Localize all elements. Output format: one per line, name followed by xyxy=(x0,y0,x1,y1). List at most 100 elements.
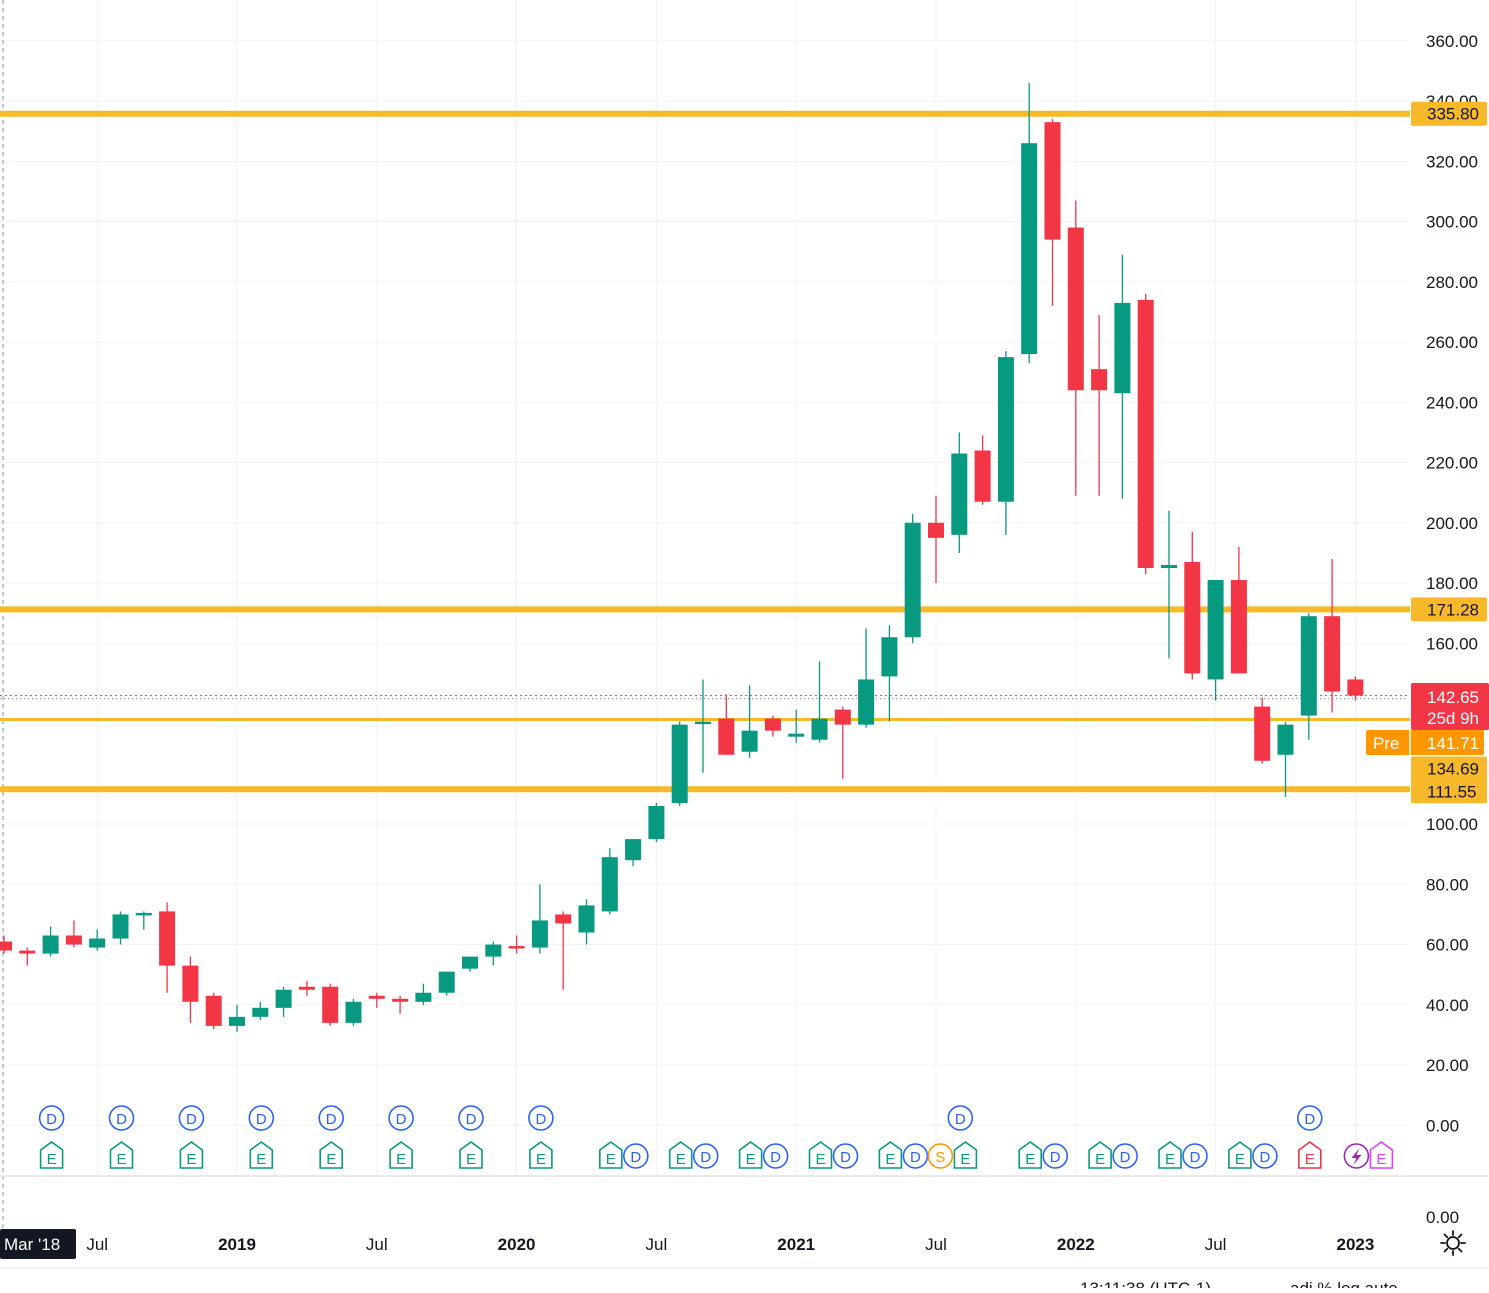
candle-body[interactable] xyxy=(1091,369,1108,391)
candle-body[interactable] xyxy=(764,718,781,731)
candle-body[interactable] xyxy=(858,679,875,725)
candle-body[interactable] xyxy=(1254,706,1271,761)
dividend-marker[interactable] xyxy=(1297,1105,1323,1131)
candle-body[interactable] xyxy=(112,914,129,939)
candle-body[interactable] xyxy=(834,709,851,725)
candle-body[interactable] xyxy=(368,995,385,999)
candle-body[interactable] xyxy=(438,971,455,993)
candle-body[interactable] xyxy=(135,912,152,916)
candle-body[interactable] xyxy=(1184,561,1201,674)
candle-body[interactable] xyxy=(951,453,968,535)
gear-icon[interactable] xyxy=(1438,1228,1468,1258)
candle-body[interactable] xyxy=(89,938,106,948)
dividend-marker[interactable] xyxy=(458,1105,484,1131)
candle-body[interactable] xyxy=(322,986,339,1023)
earnings-marker[interactable] xyxy=(39,1141,64,1169)
dividend-marker[interactable] xyxy=(622,1143,649,1169)
earnings-marker[interactable] xyxy=(1369,1141,1394,1169)
earnings-marker[interactable] xyxy=(179,1141,204,1169)
candle-body[interactable] xyxy=(298,986,315,990)
candle-body[interactable] xyxy=(65,935,82,945)
earnings-marker[interactable] xyxy=(668,1141,693,1169)
dividend-marker[interactable] xyxy=(38,1105,65,1131)
dividend-marker[interactable] xyxy=(1112,1143,1138,1169)
candle-body[interactable] xyxy=(904,522,921,638)
dividend-marker[interactable] xyxy=(528,1105,554,1131)
candle-body[interactable] xyxy=(1021,143,1038,355)
earnings-marker[interactable] xyxy=(1158,1141,1182,1169)
candle-body[interactable] xyxy=(275,989,292,1008)
candle-body[interactable] xyxy=(205,995,222,1026)
dividend-marker[interactable] xyxy=(178,1105,205,1131)
candle-body[interactable] xyxy=(531,920,548,948)
candle-body[interactable] xyxy=(1277,724,1294,755)
dividend-marker[interactable] xyxy=(318,1105,345,1131)
candle-body[interactable] xyxy=(392,998,409,1002)
dividend-marker[interactable] xyxy=(1182,1143,1208,1169)
candle-body[interactable] xyxy=(1114,302,1131,394)
earnings-marker[interactable] xyxy=(1018,1141,1042,1169)
dividend-marker[interactable] xyxy=(832,1143,859,1169)
earnings-marker[interactable] xyxy=(878,1141,903,1169)
earnings-marker[interactable] xyxy=(529,1141,553,1169)
candle-body[interactable] xyxy=(0,941,12,951)
candle-body[interactable] xyxy=(19,950,36,954)
candle-body[interactable] xyxy=(671,724,688,803)
earnings-marker[interactable] xyxy=(808,1141,833,1169)
earnings-marker[interactable] xyxy=(389,1141,413,1169)
dividend-marker[interactable] xyxy=(108,1105,135,1131)
candle-body[interactable] xyxy=(1137,299,1154,568)
candle-body[interactable] xyxy=(485,944,502,957)
candle-body[interactable] xyxy=(695,721,711,725)
candle-body[interactable] xyxy=(462,956,478,969)
candle-body[interactable] xyxy=(928,522,944,538)
candle-body[interactable] xyxy=(997,357,1014,502)
candle-body[interactable] xyxy=(159,911,176,966)
earnings-marker[interactable] xyxy=(599,1141,623,1169)
candle-body[interactable] xyxy=(1300,616,1317,716)
candle-body[interactable] xyxy=(1230,580,1247,674)
candle-body[interactable] xyxy=(508,946,525,949)
earnings-marker[interactable] xyxy=(109,1141,134,1169)
candle-body[interactable] xyxy=(1324,616,1341,692)
candle-body[interactable] xyxy=(252,1007,269,1017)
candle-body[interactable] xyxy=(811,718,828,740)
candle-body[interactable] xyxy=(1207,580,1224,680)
candle-body[interactable] xyxy=(345,1001,362,1023)
earnings-marker[interactable] xyxy=(459,1141,483,1169)
candle-body[interactable] xyxy=(974,450,991,502)
candle-body[interactable] xyxy=(578,905,595,933)
earnings-marker[interactable] xyxy=(249,1141,274,1169)
dividend-marker[interactable] xyxy=(248,1105,275,1131)
split-marker[interactable] xyxy=(927,1143,954,1169)
candle-body[interactable] xyxy=(1347,679,1364,696)
candle-body[interactable] xyxy=(1044,122,1061,240)
dividend-marker[interactable] xyxy=(902,1143,929,1169)
dividend-marker[interactable] xyxy=(1252,1143,1278,1169)
earnings-marker[interactable] xyxy=(319,1141,343,1169)
dividend-marker[interactable] xyxy=(692,1143,719,1169)
dividend-marker[interactable] xyxy=(1042,1143,1068,1169)
candle-body[interactable] xyxy=(788,733,805,737)
candle-body[interactable] xyxy=(182,965,199,1002)
earnings-marker[interactable] xyxy=(1228,1141,1252,1169)
candle-body[interactable] xyxy=(625,839,642,861)
dividend-marker[interactable] xyxy=(388,1105,414,1131)
earnings-marker[interactable] xyxy=(1298,1141,1322,1169)
candle-body[interactable] xyxy=(555,914,572,924)
candle-body[interactable] xyxy=(648,805,665,840)
candle-body[interactable] xyxy=(881,637,898,677)
candle-body[interactable] xyxy=(741,730,758,752)
candle-body[interactable] xyxy=(1067,227,1084,391)
candle-body[interactable] xyxy=(1161,564,1177,568)
candle-body[interactable] xyxy=(42,935,59,954)
earnings-marker[interactable] xyxy=(1088,1141,1112,1169)
earnings-marker[interactable] xyxy=(738,1141,763,1169)
dividend-marker[interactable] xyxy=(947,1105,974,1131)
candle-body[interactable] xyxy=(415,992,432,1002)
candle-body[interactable] xyxy=(229,1016,245,1026)
candle-body[interactable] xyxy=(718,718,735,755)
candle-body[interactable] xyxy=(601,857,618,912)
